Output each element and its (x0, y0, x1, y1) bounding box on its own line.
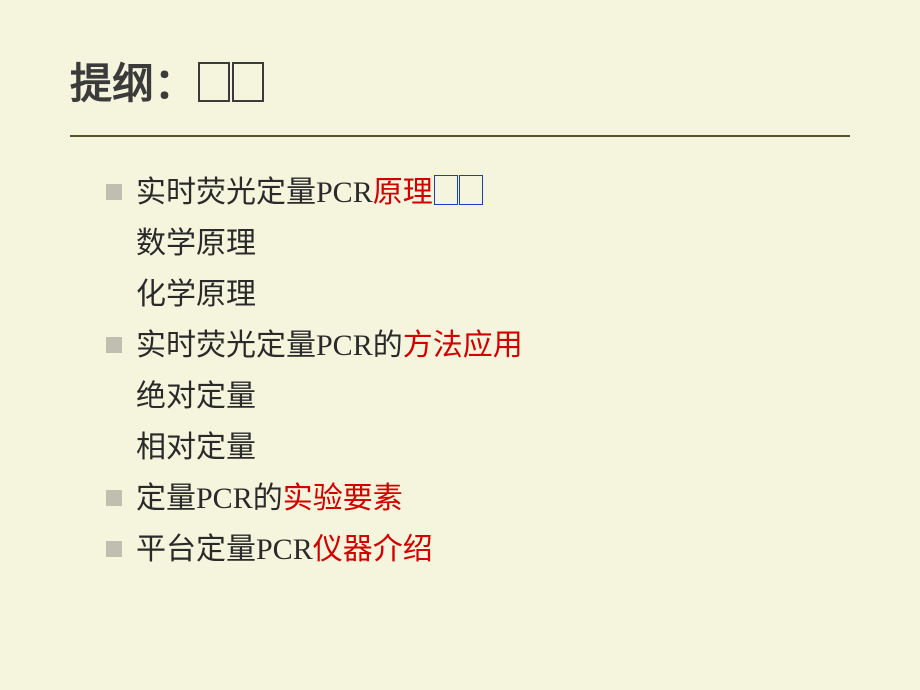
body-text: 定量PCR的 (136, 482, 283, 515)
list-item-text: 实时荧光定量PCR原理 (136, 167, 483, 218)
title-divider (70, 135, 850, 137)
list-item: 实时荧光定量PCR原理 (106, 167, 850, 218)
list-subitem: 化学原理 (106, 269, 850, 320)
list-item-text: 平台定量PCR仪器介绍 (136, 524, 433, 575)
accent-text: 方法应用 (403, 329, 523, 362)
bullet-icon (106, 541, 122, 557)
body-text: 实时荧光定量PCR的 (136, 329, 403, 362)
placeholder-box-icon (232, 62, 264, 102)
slide: 提纲： 实时荧光定量PCR原理数学原理化学原理实时荧光定量PCR的方法应用绝对定… (0, 0, 920, 690)
placeholder-box-icon (459, 175, 483, 205)
list-item-text: 数学原理 (136, 218, 256, 269)
list-item-text: 化学原理 (136, 269, 256, 320)
accent-text: 原理 (373, 176, 433, 209)
body-text: 实时荧光定量PCR (136, 176, 373, 209)
list-item-text: 实时荧光定量PCR的方法应用 (136, 320, 523, 371)
bullet-icon (106, 337, 122, 353)
outline-content: 实时荧光定量PCR原理数学原理化学原理实时荧光定量PCR的方法应用绝对定量相对定… (70, 167, 850, 575)
body-text: 绝对定量 (136, 380, 256, 413)
list-item: 实时荧光定量PCR的方法应用 (106, 320, 850, 371)
body-text: 化学原理 (136, 278, 256, 311)
placeholder-box-icon (434, 175, 458, 205)
body-text: 相对定量 (136, 431, 256, 464)
list-item-text: 绝对定量 (136, 371, 256, 422)
bullet-icon (106, 184, 122, 200)
placeholder-box-icon (198, 62, 230, 102)
list-item-text: 相对定量 (136, 422, 256, 473)
body-text: 平台定量PCR (136, 533, 313, 566)
list-subitem: 相对定量 (106, 422, 850, 473)
list-subitem: 绝对定量 (106, 371, 850, 422)
list-subitem: 数学原理 (106, 218, 850, 269)
body-text: 数学原理 (136, 227, 256, 260)
title-text: 提纲： (70, 62, 196, 108)
list-item: 平台定量PCR仪器介绍 (106, 524, 850, 575)
accent-text: 仪器介绍 (313, 533, 433, 566)
slide-title: 提纲： (70, 50, 850, 129)
bullet-icon (106, 490, 122, 506)
accent-text: 实验要素 (283, 482, 403, 515)
list-item: 定量PCR的实验要素 (106, 473, 850, 524)
list-item-text: 定量PCR的实验要素 (136, 473, 403, 524)
